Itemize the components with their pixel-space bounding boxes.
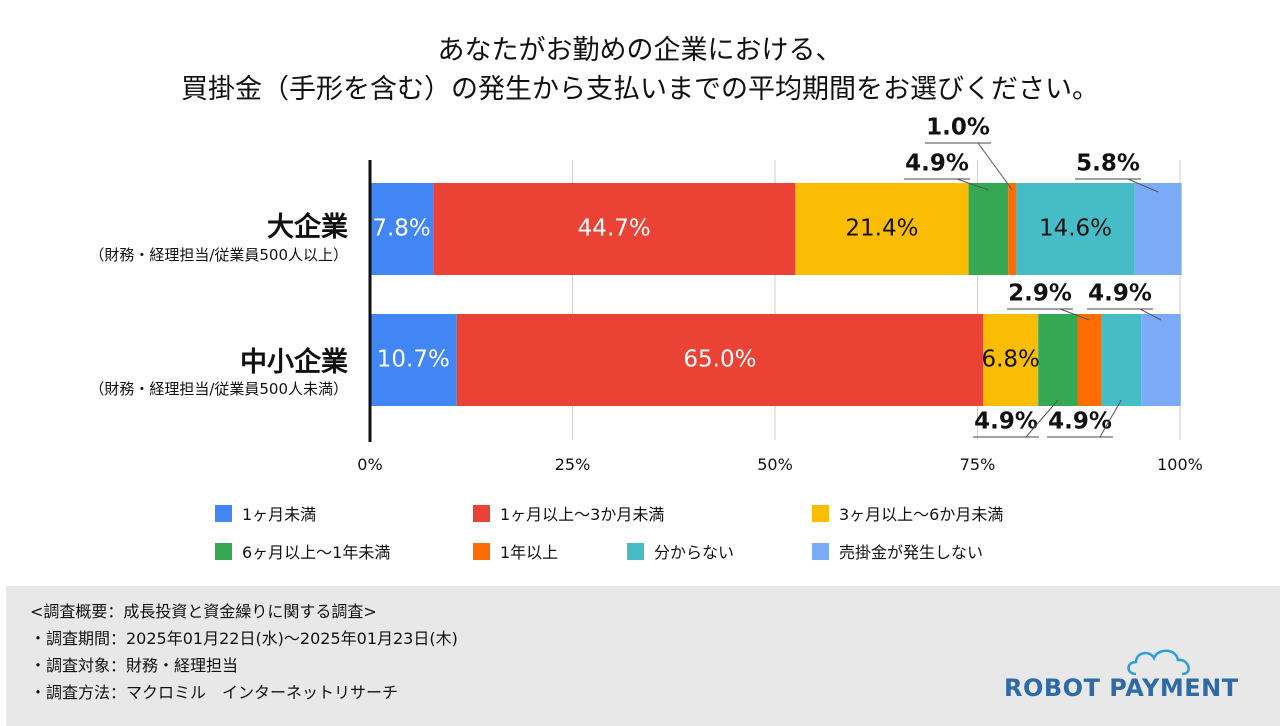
data-label: 7.8% — [372, 216, 430, 242]
legend-swatch — [215, 504, 232, 522]
x-tick-label: 50% — [757, 455, 793, 474]
bar-segment — [1141, 314, 1181, 406]
legend-label: 1ヶ月以上～3か月未満 — [500, 505, 665, 524]
category-sublabel-sme: （財務・経理担当/従業員500人未満） — [89, 380, 348, 398]
bar-segment — [1008, 183, 1017, 275]
footer-survey-method: ・調査方法：マクロミル インターネットリサーチ — [30, 683, 399, 702]
callout-leader — [1025, 399, 1059, 438]
callout-leader — [1099, 399, 1122, 438]
legend-item: 3ヶ月以上～6か月未満 — [812, 501, 1003, 525]
data-label: 4.9% — [974, 409, 1038, 435]
x-tick-label: 25% — [554, 455, 591, 474]
data-label: 65.0% — [683, 347, 756, 373]
legend-label: 分からない — [654, 543, 735, 562]
legend-item: 売掛金が発生しない — [812, 539, 983, 563]
data-label: 6.8% — [981, 347, 1039, 373]
data-label: 4.9% — [1048, 409, 1112, 435]
cloud-icon — [1127, 649, 1190, 676]
legend-label: 1ヶ月未満 — [242, 505, 317, 524]
data-label: 1.0% — [926, 115, 990, 141]
data-label: 14.6% — [1039, 216, 1112, 242]
x-tick-label: 100% — [1157, 455, 1203, 474]
bar-segment — [1134, 183, 1182, 275]
callout-leader — [977, 142, 1013, 191]
footer-survey-period: ・調査期間：2025年01月22日(水)～2025年01月23日(木) — [30, 629, 458, 648]
legend-item: 1ヶ月以上～3か月未満 — [473, 501, 664, 525]
category-label-large: 大企業 — [267, 212, 348, 243]
data-label: 2.9% — [1008, 281, 1072, 307]
x-tick-label: 75% — [959, 455, 996, 474]
data-label: 44.7% — [578, 216, 651, 242]
data-label: 5.8% — [1076, 151, 1140, 177]
bar-segment — [1077, 314, 1102, 406]
bar-segment — [795, 183, 969, 275]
data-label: 21.4% — [845, 216, 918, 242]
callout-leader — [1059, 308, 1090, 321]
bar-segment — [370, 183, 434, 275]
legend-swatch — [473, 504, 490, 522]
data-label: 10.7% — [377, 347, 450, 373]
chart-title-line1: あなたがお勤めの企業における、 — [437, 35, 843, 66]
logo-text: ROBOT PAYMENT — [1004, 674, 1239, 702]
survey-footer — [6, 586, 1280, 726]
footer-survey-overview: <調査概要：成長投資と資金繰りに関する調査> — [30, 602, 377, 621]
stacked-bar-chart: 7.8% 44.7% 21.4% 14.6% 10.7% 65.0% 6.8% 1.0% 4.9… — [368, 115, 1182, 442]
legend-item: 6ヶ月以上～1年未満 — [215, 539, 390, 563]
x-tick-label: 0% — [357, 455, 383, 474]
legend-label: 1年以上 — [500, 543, 559, 562]
legend-label: 6ヶ月以上～1年未満 — [242, 543, 391, 562]
bar-segment — [983, 314, 1039, 406]
data-label: 4.9% — [1088, 281, 1152, 307]
bar-segment — [456, 314, 984, 406]
footer-survey-target: ・調査対象：財務・経理担当 — [30, 656, 239, 675]
bar-segment — [1101, 314, 1142, 406]
data-label: 4.9% — [905, 151, 969, 177]
chart-title-line2: 買掛金（手形を含む）の発生から支払いまでの平均期間をお選びください。 — [181, 74, 1099, 105]
legend-swatch — [627, 542, 644, 560]
legend-item: 1年以上 — [473, 539, 558, 563]
callout-leader — [956, 178, 989, 191]
category-sublabel-large: （財務・経理担当/従業員500人以上） — [89, 246, 348, 264]
legend-item: 1ヶ月未満 — [215, 501, 316, 525]
legend-label: 3ヶ月以上～6か月未満 — [839, 505, 1004, 524]
category-label-sme: 中小企業 — [240, 347, 348, 378]
legend-swatch — [812, 542, 829, 560]
legend-swatch — [473, 542, 490, 560]
callout-leader — [1127, 178, 1159, 193]
bar-segment — [968, 183, 1009, 275]
bar-segment — [1038, 314, 1078, 406]
bar-segment — [433, 183, 796, 275]
legend-swatch — [812, 504, 829, 522]
bar-segment — [370, 314, 457, 406]
legend-swatch — [215, 542, 232, 560]
robot-payment-logo: ROBOT PAYMENT — [1004, 644, 1238, 704]
legend-label: 売掛金が発生しない — [839, 543, 984, 562]
legend-item: 分からない — [627, 539, 734, 563]
bar-segment — [1016, 183, 1135, 275]
callout-leader — [1139, 308, 1162, 321]
